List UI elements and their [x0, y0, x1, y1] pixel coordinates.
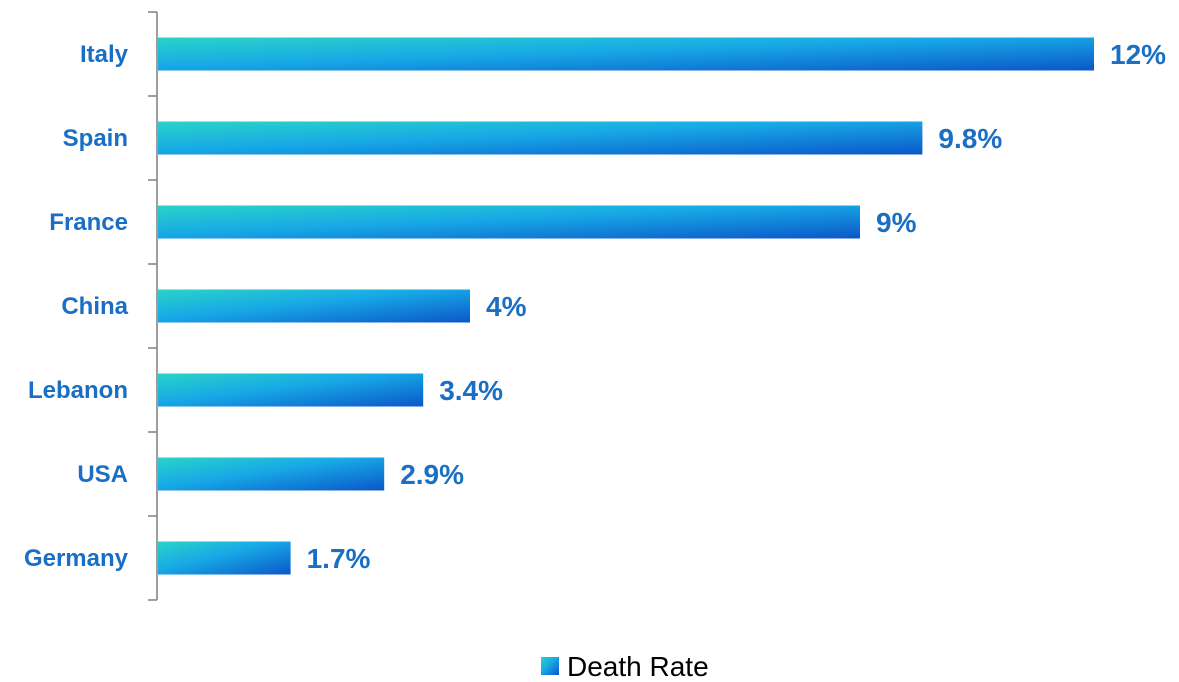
- legend-label-death-rate: Death Rate: [567, 651, 709, 682]
- legend-swatch: [541, 657, 559, 675]
- category-label-china: China: [61, 293, 128, 320]
- category-label-spain: Spain: [63, 125, 128, 152]
- category-label-lebanon: Lebanon: [28, 377, 128, 404]
- data-label-china: 4%: [486, 291, 527, 322]
- data-label-italy: 12%: [1110, 39, 1166, 70]
- category-label-france: France: [49, 209, 128, 236]
- data-label-spain: 9.8%: [938, 123, 1002, 154]
- category-label-germany: Germany: [24, 545, 129, 572]
- bar-italy: [158, 37, 1094, 71]
- bar-france: [158, 205, 860, 239]
- data-label-usa: 2.9%: [400, 459, 464, 490]
- data-label-lebanon: 3.4%: [439, 375, 503, 406]
- bar-spain: [158, 121, 923, 155]
- bar-germany: [158, 541, 291, 575]
- category-label-italy: Italy: [80, 41, 129, 68]
- category-label-usa: USA: [77, 461, 128, 488]
- legend: Death Rate: [541, 651, 709, 682]
- data-labels: 12% 9.8% 9% 4% 3.4% 2.9% 1.7%: [307, 39, 1167, 574]
- data-label-france: 9%: [876, 207, 917, 238]
- category-axis: [148, 11, 158, 601]
- bar-china: [158, 289, 470, 323]
- category-labels: Italy Spain France China Lebanon USA Germany: [24, 41, 129, 572]
- data-label-germany: 1.7%: [307, 543, 371, 574]
- bar-usa: [158, 457, 385, 491]
- bar-lebanon: [158, 373, 424, 407]
- bar-series-death-rate: [158, 37, 1094, 575]
